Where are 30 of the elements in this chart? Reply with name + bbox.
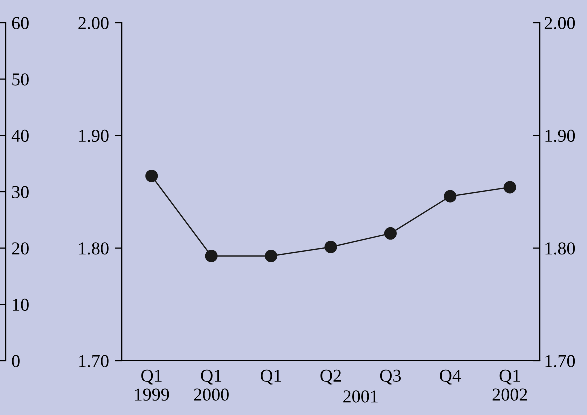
x-tick-label: Q4 (440, 370, 462, 385)
y3-tick-label: 60 (12, 17, 29, 30)
point (384, 227, 397, 240)
y-tick-label: 1.80 (79, 242, 109, 255)
point (205, 250, 218, 262)
point (504, 181, 516, 194)
x-tick-label: Q2 (320, 370, 342, 385)
y3-tick-label: 50 (12, 74, 29, 86)
point (265, 250, 278, 262)
y-tick-label: 1.70 (79, 355, 109, 368)
y2-tick-label: 1.80 (546, 242, 576, 255)
y2-tick-label: 1.70 (546, 355, 576, 368)
x-tick-label: Q1 2002 (492, 370, 528, 401)
y2-tick-label: 2.00 (544, 17, 576, 30)
point (324, 240, 338, 254)
y3-tick-label: 40 (12, 130, 29, 142)
text: 2001 (344, 390, 378, 403)
point (444, 190, 457, 203)
y-tick-label: 2.00 (78, 17, 109, 30)
x-tick-label: Q1 2000 (194, 370, 229, 401)
y3-tick-label: 10 (13, 298, 29, 312)
x-tick-label: Q1 1999 (135, 370, 170, 401)
y-tick-label: 1.90 (79, 130, 109, 142)
y3-tick-label: 30 (12, 186, 29, 198)
point (146, 170, 158, 182)
x-tick-label: Q3 (380, 370, 402, 385)
x-tick-label: Q1 (260, 370, 282, 385)
y3-tick-label: 20 (12, 242, 29, 255)
y2-tick-label: 1.90 (546, 130, 576, 142)
y3-tick-label: 0 (12, 355, 20, 368)
